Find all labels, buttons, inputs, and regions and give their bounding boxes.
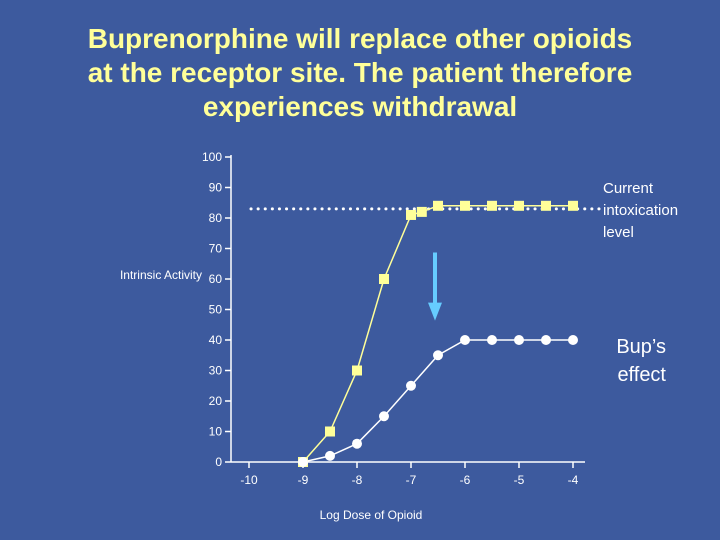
x-tick-label: -10 (240, 473, 258, 487)
opioid-data-point (460, 200, 470, 211)
y-tick-label: 20 (209, 394, 223, 408)
chart-labels: Intrinsic Activity Log Dose of Opioid Curr… (120, 180, 678, 522)
bup-data-point (298, 457, 308, 467)
y-tick-label: 40 (209, 333, 223, 347)
bup-data-point (325, 450, 335, 461)
series-lines (302, 205, 573, 463)
title-line-2: at the receptor site. The patient theref… (87, 57, 633, 88)
x-tick-label: -7 (406, 473, 417, 487)
opioid-series-line (302, 205, 573, 463)
title-line-3: experiences withdrawal (202, 91, 518, 122)
opioid-data-point (416, 206, 427, 217)
intoxication-level-annotation: intoxication (603, 202, 678, 219)
y-tick-label: 80 (209, 211, 223, 225)
x-tick-label: -6 (460, 473, 471, 487)
y-tick-label: 70 (209, 242, 223, 256)
x-tick-label: -8 (352, 473, 363, 487)
withdrawal-arrow-group (428, 252, 442, 321)
y-tick-label: 50 (209, 303, 223, 317)
bup-data-point (487, 335, 497, 345)
bup-effect-annotation: effect (617, 364, 666, 386)
chart-axes: 0 10 20 30 40 50 60 70 80 90 100 -10 -9 -8 -7 -6 -5 -4 (202, 150, 585, 487)
bup-data-point (433, 350, 443, 361)
opioid-data-point (379, 274, 389, 284)
opioid-data-point (325, 426, 335, 437)
opioid-data-point (568, 200, 578, 211)
y-tick-label: 0 (215, 455, 222, 469)
intoxication-level-annotation: Current (603, 180, 654, 197)
bup-data-point (514, 335, 524, 345)
bup-data-point (568, 335, 578, 345)
opioid-data-point (352, 365, 362, 376)
opioid-data-point (541, 200, 551, 211)
x-tick-label: -5 (514, 473, 525, 487)
y-tick-label: 60 (209, 272, 223, 286)
y-tick-label: 30 (209, 364, 223, 378)
title-line-1: Buprenorphine will replace other opioids (87, 23, 633, 54)
opioid-data-point (406, 209, 416, 220)
bup-effect-annotation: Bup’s (616, 336, 666, 358)
slide-title: Buprenorphine will replace other opioids… (0, 22, 720, 124)
withdrawal-arrow-head (428, 302, 442, 321)
y-tick-label: 100 (202, 150, 222, 164)
series-markers (298, 200, 578, 467)
x-tick-label: -9 (298, 473, 309, 487)
x-axis-label: Log Dose of Opioid (320, 508, 423, 522)
y-tick-label: 90 (209, 181, 223, 195)
y-tick-label: 10 (209, 425, 223, 439)
bup-data-point (541, 335, 551, 345)
x-tick-label: -4 (568, 473, 579, 487)
bup-data-point (460, 335, 470, 345)
intoxication-level-annotation: level (603, 224, 634, 241)
y-axis-label: Intrinsic Activity (120, 268, 202, 282)
opioid-data-point (514, 200, 524, 211)
bup-data-point (379, 411, 389, 422)
bup-data-point (406, 380, 416, 391)
bup-data-point (352, 438, 362, 449)
opioid-data-point (433, 200, 443, 211)
opioid-data-point (487, 200, 497, 211)
